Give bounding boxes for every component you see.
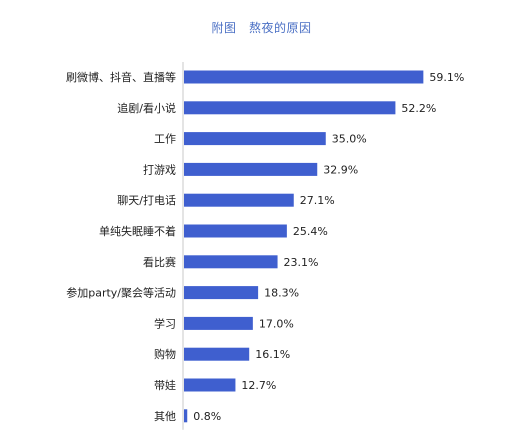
bar xyxy=(184,193,294,207)
category-label: 购物 xyxy=(154,347,176,361)
category-label: 学习 xyxy=(154,316,176,330)
bar xyxy=(184,162,318,176)
bar xyxy=(184,347,250,361)
category-label: 其他 xyxy=(154,410,176,423)
data-label: 16.1% xyxy=(255,348,290,361)
bar xyxy=(184,255,278,269)
data-label: 23.1% xyxy=(284,256,319,269)
bar xyxy=(184,70,424,84)
bar xyxy=(184,286,259,300)
bar xyxy=(184,316,253,330)
data-label: 35.0% xyxy=(332,133,367,146)
category-label: 刷微博、抖音、直播等 xyxy=(66,70,176,84)
category-label: 带娃 xyxy=(154,379,176,392)
category-label: 聊天/打电话 xyxy=(117,193,176,207)
data-label: 17.0% xyxy=(259,317,294,330)
bar xyxy=(184,101,396,115)
data-label: 32.9% xyxy=(323,163,358,176)
category-label: 看比赛 xyxy=(143,255,176,269)
bar xyxy=(184,224,287,238)
bar xyxy=(184,132,326,146)
data-label: 27.1% xyxy=(300,194,335,207)
data-label: 52.2% xyxy=(401,102,436,115)
bar xyxy=(184,378,236,392)
category-label: 工作 xyxy=(154,133,176,146)
data-label: 25.4% xyxy=(293,225,328,238)
data-label: 18.3% xyxy=(264,287,299,300)
bar xyxy=(184,409,188,423)
data-label: 59.1% xyxy=(429,71,464,84)
category-label: 追剧/看小说 xyxy=(117,101,176,115)
data-label: 12.7% xyxy=(241,379,276,392)
chart-title: 附图 熬夜的原因 xyxy=(211,21,312,35)
data-label: 0.8% xyxy=(193,410,221,423)
category-label: 单纯失眠睡不着 xyxy=(99,224,176,238)
category-label: 参加party/聚会等活动 xyxy=(66,286,176,300)
category-label: 打游戏 xyxy=(143,162,176,176)
